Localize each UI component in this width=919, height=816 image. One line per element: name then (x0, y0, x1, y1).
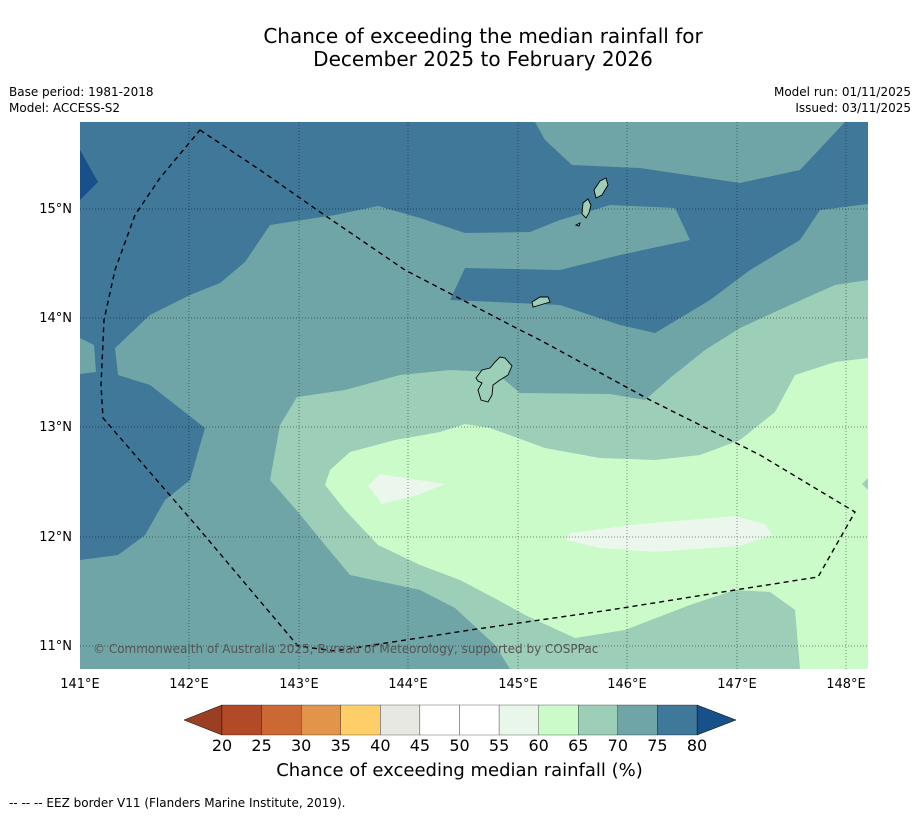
grid-lines (80, 122, 868, 669)
colorbar-tick: 55 (489, 736, 509, 755)
model-name: Model: ACCESS-S2 (9, 101, 121, 115)
colorbar-segment (617, 704, 658, 736)
contour-band-65-70-edge (862, 478, 868, 490)
colorbar-tick: 45 (410, 736, 430, 755)
colorbar-segment (380, 704, 421, 736)
contour-band-55-60-east (566, 516, 772, 552)
lat-tick: 11°N (39, 639, 72, 654)
colorbar-segment (340, 704, 381, 736)
colorbar-tick: 30 (291, 736, 311, 755)
colorbar-tick: 40 (370, 736, 390, 755)
copyright-text: © Commonwealth of Australia 2025, Bureau… (93, 642, 598, 656)
island-rota (531, 296, 551, 308)
colorbar-tick: 25 (251, 736, 271, 755)
issued-date: Issued: 03/11/2025 (795, 101, 911, 115)
footnote: -- -- -- EEZ border V11 (Flanders Marine… (9, 796, 346, 810)
colorbar-segment (459, 704, 500, 736)
colorbar-tick: 70 (608, 736, 628, 755)
contour-band-55-60-west (368, 474, 445, 504)
colorbar-segment (221, 704, 262, 736)
lon-tick: 144°E (388, 677, 428, 692)
lat-tick: 14°N (39, 311, 72, 326)
contour-band-75-80-west (80, 122, 868, 560)
colorbar-low-extend (183, 704, 223, 736)
eez-border (100, 129, 856, 652)
lat-tick: 13°N (39, 420, 72, 435)
lon-tick: 141°E (60, 677, 100, 692)
island-tinian (581, 198, 592, 219)
colorbar-tick: 75 (647, 736, 667, 755)
map-title-line2: December 2025 to February 2026 (313, 47, 653, 71)
lon-tick: 146°E (607, 677, 647, 692)
map-title-line1: Chance of exceeding the median rainfall … (263, 24, 703, 48)
contour-band-60-65 (325, 358, 868, 669)
colorbar-tick: 50 (449, 736, 469, 755)
colorbar-segment (657, 704, 698, 736)
lat-tick: 12°N (39, 530, 72, 545)
colorbar-segment (578, 704, 618, 736)
colorbar: 20 25 30 35 40 45 50 55 60 65 70 75 80 (183, 704, 737, 755)
colorbar-tick: 60 (528, 736, 548, 755)
contour-fill-layer (80, 122, 868, 669)
island-guam (475, 356, 513, 403)
colorbar-tick: 20 (212, 736, 232, 755)
colorbar-label: Chance of exceeding median rainfall (%) (276, 760, 643, 781)
lon-tick: 148°E (826, 677, 866, 692)
colorbar-segment (301, 704, 341, 736)
lat-tick: 15°N (39, 202, 72, 217)
island-aguijan (574, 222, 581, 227)
lat-tick-labels: 15°N 14°N 13°N 12°N 11°N (39, 202, 72, 654)
contour-band-above-80 (80, 150, 98, 200)
island-saipan (593, 177, 609, 199)
lon-tick: 142°E (169, 677, 209, 692)
colorbar-tick: 65 (568, 736, 588, 755)
colorbar-segment (538, 704, 579, 736)
lon-tick: 143°E (279, 677, 319, 692)
base-period: Base period: 1981-2018 (9, 85, 154, 99)
colorbar-tick: 80 (687, 736, 707, 755)
colorbar-segment (419, 704, 460, 736)
colorbar-high-extend (696, 704, 737, 736)
colorbar-segment (261, 704, 302, 736)
colorbar-tick: 35 (331, 736, 351, 755)
model-run-date: Model run: 01/11/2025 (773, 85, 911, 99)
lon-tick: 145°E (498, 677, 538, 692)
islands (475, 177, 609, 403)
lon-tick: 147°E (717, 677, 757, 692)
lon-tick-labels: 141°E 142°E 143°E 144°E 145°E 146°E 147°… (60, 677, 866, 692)
colorbar-segment (498, 704, 539, 736)
contour-band-70-75-west (80, 338, 96, 374)
